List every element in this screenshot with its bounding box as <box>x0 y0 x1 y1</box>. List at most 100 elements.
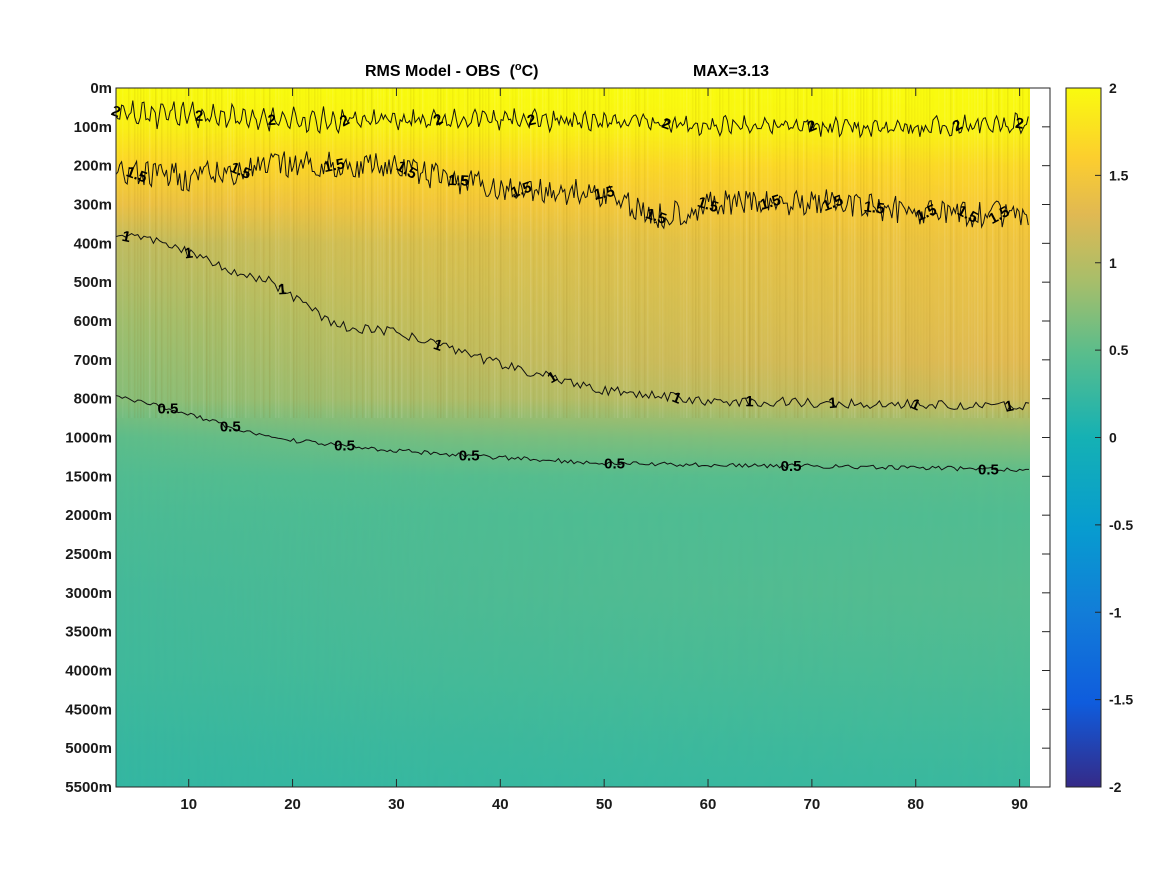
texture-streak <box>182 88 184 418</box>
texture-streak <box>959 88 961 418</box>
texture-streak <box>734 88 736 419</box>
texture-streak <box>272 88 274 418</box>
x-tick-label: 90 <box>1011 796 1028 813</box>
texture-streak <box>536 88 538 419</box>
texture-streak <box>836 88 838 419</box>
contour-line-0-5 <box>115 395 1029 473</box>
texture-streak <box>746 88 748 419</box>
texture-streak <box>119 88 121 418</box>
texture-streak <box>518 88 520 419</box>
texture-streak <box>422 88 424 419</box>
texture-streak <box>128 88 130 419</box>
colorbar-tick-label: -1 <box>1109 604 1122 620</box>
texture-streak <box>380 88 382 419</box>
y-tick-label: 4000m <box>65 663 112 680</box>
texture-streak <box>842 88 844 419</box>
contour-label: 0.5 <box>220 419 241 436</box>
texture-streak <box>668 88 670 418</box>
texture-streak <box>653 88 655 418</box>
texture-streak <box>971 88 973 419</box>
x-tick-label: 10 <box>180 796 197 813</box>
contour-label: 1 <box>184 245 194 263</box>
texture-streak <box>512 88 514 418</box>
texture-streak <box>491 88 493 418</box>
texture-streak <box>152 88 154 418</box>
texture-streak <box>428 88 430 418</box>
texture-streak <box>185 88 187 419</box>
x-tick-label: 60 <box>700 796 717 813</box>
y-tick-label: 3500m <box>65 624 112 641</box>
texture-streak <box>839 88 841 419</box>
texture-streak <box>578 88 580 419</box>
texture-streak <box>347 88 349 418</box>
contour-label: 2 <box>526 111 538 129</box>
texture-streak <box>965 88 967 418</box>
texture-streak <box>224 88 226 418</box>
texture-streak <box>986 88 988 419</box>
y-tick-label: 5000m <box>65 740 112 757</box>
texture-streak <box>662 88 664 419</box>
texture-streak <box>470 88 472 419</box>
contour-label: 2 <box>267 112 276 129</box>
texture-streak <box>371 88 373 419</box>
texture-streak <box>686 88 688 419</box>
texture-streak <box>278 88 280 419</box>
x-tick-label: 40 <box>492 796 509 813</box>
texture-streak <box>905 88 907 419</box>
texture-streak <box>539 88 541 418</box>
texture-streak <box>275 88 277 419</box>
texture-streak <box>197 88 199 419</box>
texture-streak <box>866 88 868 419</box>
contour-label: 1 <box>1003 397 1015 415</box>
contour-line-1 <box>115 233 1030 413</box>
chart-title-text: RMS Model - OBS <box>365 63 500 80</box>
texture-streak <box>596 88 598 419</box>
contour-label: 1 <box>745 393 754 410</box>
texture-streak <box>974 88 976 419</box>
texture-streak <box>530 88 532 419</box>
y-tick-label: 2000m <box>65 507 112 524</box>
texture-streak <box>983 88 985 419</box>
contour-label: 1 <box>277 281 287 299</box>
y-tick-label: 200m <box>74 158 112 175</box>
chart-title-unit-open: ( <box>510 63 516 80</box>
texture-streak <box>335 88 337 418</box>
texture-streak <box>902 88 904 418</box>
texture-streak <box>398 88 400 419</box>
texture-streak <box>953 88 955 419</box>
contour-label: 0.5 <box>158 400 179 417</box>
texture-streak <box>584 88 586 419</box>
y-tick-label: 1500m <box>65 468 112 485</box>
texture-streak <box>359 88 361 418</box>
texture-streak <box>443 88 445 419</box>
texture-streak <box>917 88 919 418</box>
texture-streak <box>1028 88 1030 419</box>
texture-streak <box>494 88 496 419</box>
texture-streak <box>332 88 334 419</box>
texture-streak <box>671 88 673 418</box>
texture-streak <box>446 88 448 419</box>
texture-streak <box>176 88 178 419</box>
contour-label: 1.5 <box>509 179 534 202</box>
texture-streak <box>1004 88 1006 418</box>
texture-streak <box>590 88 592 418</box>
texture-streak <box>149 88 151 419</box>
texture-streak <box>611 88 613 418</box>
texture-streak <box>341 88 343 418</box>
texture-streak <box>830 88 832 418</box>
texture-streak <box>593 88 595 419</box>
texture-streak <box>281 88 283 418</box>
texture-streak <box>407 88 409 419</box>
texture-streak <box>998 88 1000 419</box>
texture-streak <box>647 88 649 419</box>
texture-streak <box>800 88 802 418</box>
texture-streak <box>368 88 370 419</box>
texture-streak <box>131 88 133 418</box>
texture-streak <box>164 88 166 418</box>
texture-streak <box>716 88 718 418</box>
texture-streak <box>560 88 562 419</box>
texture-streak <box>410 88 412 419</box>
texture-streak <box>488 88 490 419</box>
texture-streak <box>863 88 865 419</box>
